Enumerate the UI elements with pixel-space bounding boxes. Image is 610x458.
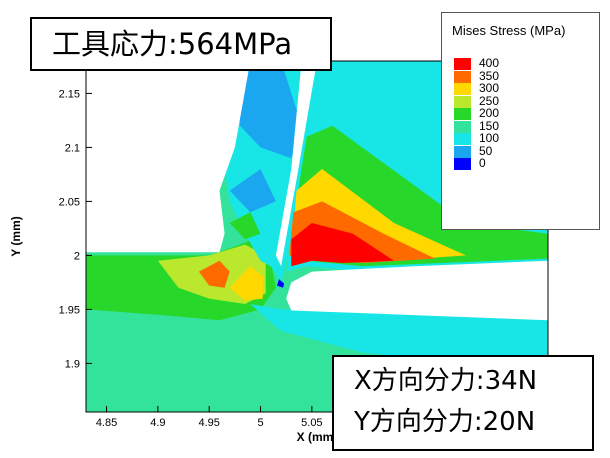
legend-label: 200 xyxy=(479,106,500,120)
void-tool-chip-gap xyxy=(275,61,317,267)
legend-swatch xyxy=(454,70,471,83)
legend-swatch xyxy=(454,95,471,108)
legend-swatch xyxy=(454,133,471,145)
legend-swatch xyxy=(454,145,471,158)
x-force-text: X方向分力:34N xyxy=(354,366,538,396)
y-tick-label: 2 xyxy=(74,250,80,262)
legend-entry: 250 xyxy=(454,93,594,108)
x-tick-label: 4.9 xyxy=(150,417,165,429)
contour-region-shear-yellow-mid xyxy=(229,266,264,301)
y-tick-label: 1.95 xyxy=(59,304,80,316)
y-force-text: Y方向分力:20N xyxy=(354,407,536,437)
stress-legend: Mises Stress (MPa) 400 350 300 250 200 150 100… xyxy=(441,12,600,230)
contour-region-tool-mid-blue xyxy=(229,169,276,213)
legend-swatch xyxy=(454,158,471,170)
legend-label: 50 xyxy=(479,143,493,158)
x-tick-label: 5 xyxy=(257,417,263,429)
x-axis-label: X (mm) xyxy=(297,430,338,444)
x-tick-label: 5.05 xyxy=(301,417,322,429)
legend-label: 300 xyxy=(479,81,500,95)
x-tick-label: 4.95 xyxy=(198,417,219,429)
contour-region-tool-green-strip xyxy=(229,212,261,240)
legend-label: 100 xyxy=(479,131,500,145)
y-axis-label: Y (mm) xyxy=(9,216,23,256)
legend-entry: 200 xyxy=(454,106,594,120)
tool-stress-annotation: 工具応力:564MPa xyxy=(30,17,332,71)
void-left-void xyxy=(86,61,251,253)
y-tick-label: 1.9 xyxy=(65,358,80,370)
x-tick-label: 4.85 xyxy=(96,417,117,429)
force-annotation: X方向分力:34N Y方向分力:20N xyxy=(332,355,594,451)
void-right-gap xyxy=(286,260,548,321)
contour-region-workpiece-lower-left xyxy=(86,311,282,348)
legend-entry: 100 xyxy=(454,131,594,145)
contour-region-cut-zone-lower xyxy=(250,304,548,364)
legend-label: 150 xyxy=(479,118,500,133)
legend-label: 400 xyxy=(479,56,500,70)
contour-region-shear-orange-left xyxy=(198,260,230,288)
legend-swatch xyxy=(454,83,471,95)
y-tick-label: 2.05 xyxy=(59,196,80,208)
legend-label: 0 xyxy=(479,156,486,170)
contour-region-tool-upper-blue xyxy=(234,61,302,159)
legend-entry: 300 xyxy=(454,81,594,95)
legend-entry: 50 xyxy=(454,143,594,158)
legend-swatch xyxy=(454,108,471,120)
legend-label: 350 xyxy=(479,68,500,83)
legend-swatch xyxy=(454,120,471,133)
legend-entry: 150 xyxy=(454,118,594,133)
legend-swatch xyxy=(454,58,471,70)
legend-title: Mises Stress (MPa) xyxy=(452,23,566,38)
legend-entry: 350 xyxy=(454,68,594,83)
y-tick-label: 2.1 xyxy=(65,142,80,154)
y-tick-label: 2.15 xyxy=(59,88,80,100)
legend-entry: 0 xyxy=(454,156,594,170)
legend-label: 250 xyxy=(479,93,500,108)
contour-region-chip-red xyxy=(291,223,394,267)
legend-entry: 400 xyxy=(454,56,594,70)
contour-region-tool-tip-blue xyxy=(277,279,285,288)
